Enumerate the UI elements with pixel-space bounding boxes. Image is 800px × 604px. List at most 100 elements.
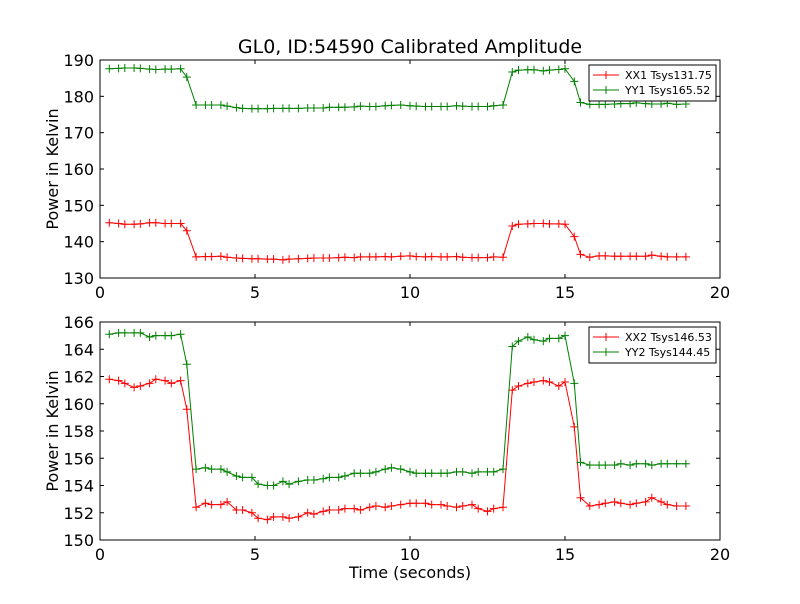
data-point [610,497,619,506]
data-point [499,101,507,110]
data-point [216,500,225,509]
y-tick-label: 190 [63,51,94,70]
data-point [340,103,349,112]
data-point [223,467,232,476]
data-point [192,252,201,261]
data-point [387,463,396,472]
data-point [350,253,359,262]
data-point [514,337,523,346]
data-point [325,473,334,482]
data-point [216,252,225,261]
series-1 [105,375,690,524]
data-point [539,376,548,385]
data-point [381,503,390,512]
data-point [136,328,145,337]
y-tick-label: 160 [63,160,94,179]
data-point [616,252,625,261]
data-point [136,64,145,73]
data-point [412,102,421,111]
data-point [263,515,272,524]
data-point [254,254,263,263]
data-point [371,102,380,111]
data-point [474,253,483,262]
panel-1: 0 5 10 15 20 130 140 150 160 170 180 190 GL0, ID:545… [43,36,730,302]
data-point [576,250,585,259]
data-point [489,504,498,513]
data-point [120,220,129,229]
data-point [340,471,349,480]
data-point [458,102,467,111]
data-point [427,252,436,261]
legend: XX2 Tsys146.53 YY2 Tsys144.45 [588,326,717,364]
data-point [489,252,498,261]
legend-label: XX2 Tsys146.53 [625,331,712,344]
data-point [672,252,681,261]
data-point [176,376,185,385]
data-point [663,252,672,261]
data-point [499,253,507,262]
data-point [647,493,656,502]
data-point [570,422,579,431]
data-point [207,500,216,509]
data-point [632,459,641,468]
data-point [427,102,436,111]
data-point [539,337,548,346]
data-point [576,98,585,107]
data-point [247,473,256,482]
data-point [120,379,129,388]
data-point [309,103,318,112]
data-point [114,219,123,228]
y-tick-label: 164 [63,340,94,359]
data-point [365,469,374,478]
data-point [356,102,365,111]
y-tick-label: 150 [63,196,94,215]
data-point [145,379,154,388]
data-point [595,500,604,509]
data-point [319,507,328,516]
data-point [387,501,396,510]
data-point [514,220,523,229]
data-point [238,254,247,263]
panel-2: 0 5 10 15 20 150 152 154 156 158 160 162 164 166 Time … [43,313,730,582]
y-tick-label: 154 [63,477,94,496]
data-point [610,461,619,470]
data-point [371,501,380,510]
data-point [182,73,191,82]
legend-box [588,326,717,364]
legend-marker [602,86,610,94]
data-point [285,255,294,264]
data-point [161,376,170,385]
data-point [601,499,610,508]
data-point [570,232,579,241]
data-point [325,103,334,112]
y-axis-label: Power in Kelvin [43,370,62,491]
data-point [303,508,312,517]
data-point [167,65,176,74]
data-point [294,104,303,113]
data-point [626,461,635,470]
data-point [406,467,414,476]
data-point [182,360,191,369]
data-point [601,461,610,470]
data-point [412,499,421,508]
data-point [278,512,287,521]
data-point [207,252,216,261]
data-point [182,405,191,414]
data-point [365,503,374,512]
data-point [530,335,538,344]
data-point [269,104,278,113]
data-point [545,377,554,386]
data-point [601,100,610,109]
data-point [601,251,610,260]
data-point [136,382,145,391]
data-point [585,100,594,109]
data-point [443,102,452,111]
x-tick-label: 0 [95,283,105,302]
data-point [340,253,349,262]
data-point [474,102,483,111]
data-point [452,503,461,512]
data-point [570,379,579,388]
data-point [120,328,129,337]
data-point [396,252,405,261]
